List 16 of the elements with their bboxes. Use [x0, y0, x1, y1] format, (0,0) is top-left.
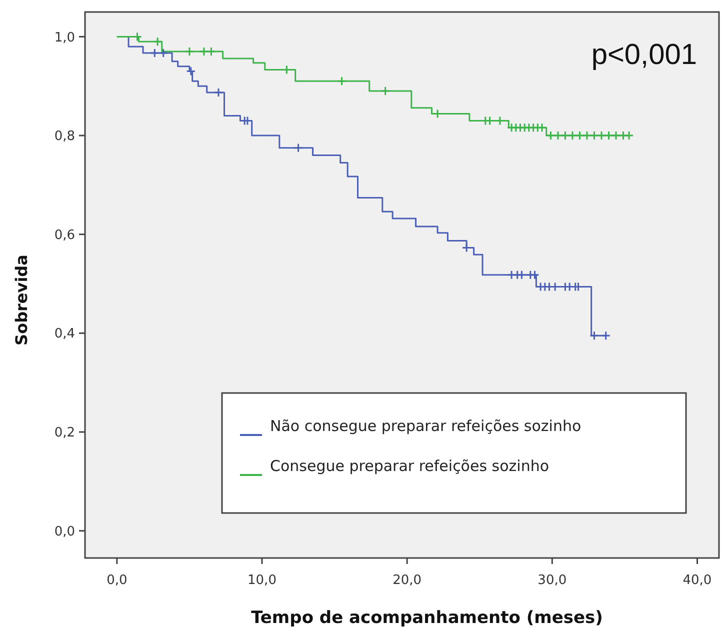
x-tick-label: 40,0 [682, 573, 712, 588]
y-axis-title: Sobrevida [12, 254, 31, 346]
y-tick-label: 0,4 [54, 326, 75, 342]
x-tick-label: 0,0 [106, 573, 128, 588]
legend-label: Não consegue preparar refeições sozinho [270, 417, 582, 435]
y-tick-label: 0,8 [54, 129, 75, 144]
legend-label: Consegue preparar refeições sozinho [270, 457, 550, 475]
x-axis-title: Tempo de acompanhamento (meses) [251, 608, 603, 628]
y-tick-label: 0,2 [54, 426, 75, 441]
y-tick-label: 0,6 [54, 228, 75, 243]
x-tick-label: 10,0 [248, 573, 276, 588]
x-tick-label: 20,0 [392, 573, 422, 588]
annotation: p<0,001 [591, 39, 697, 71]
y-tick-label: 0,0 [54, 524, 75, 540]
y-tick-label: 1,0 [54, 30, 75, 46]
x-tick-label: 30,0 [538, 573, 567, 588]
